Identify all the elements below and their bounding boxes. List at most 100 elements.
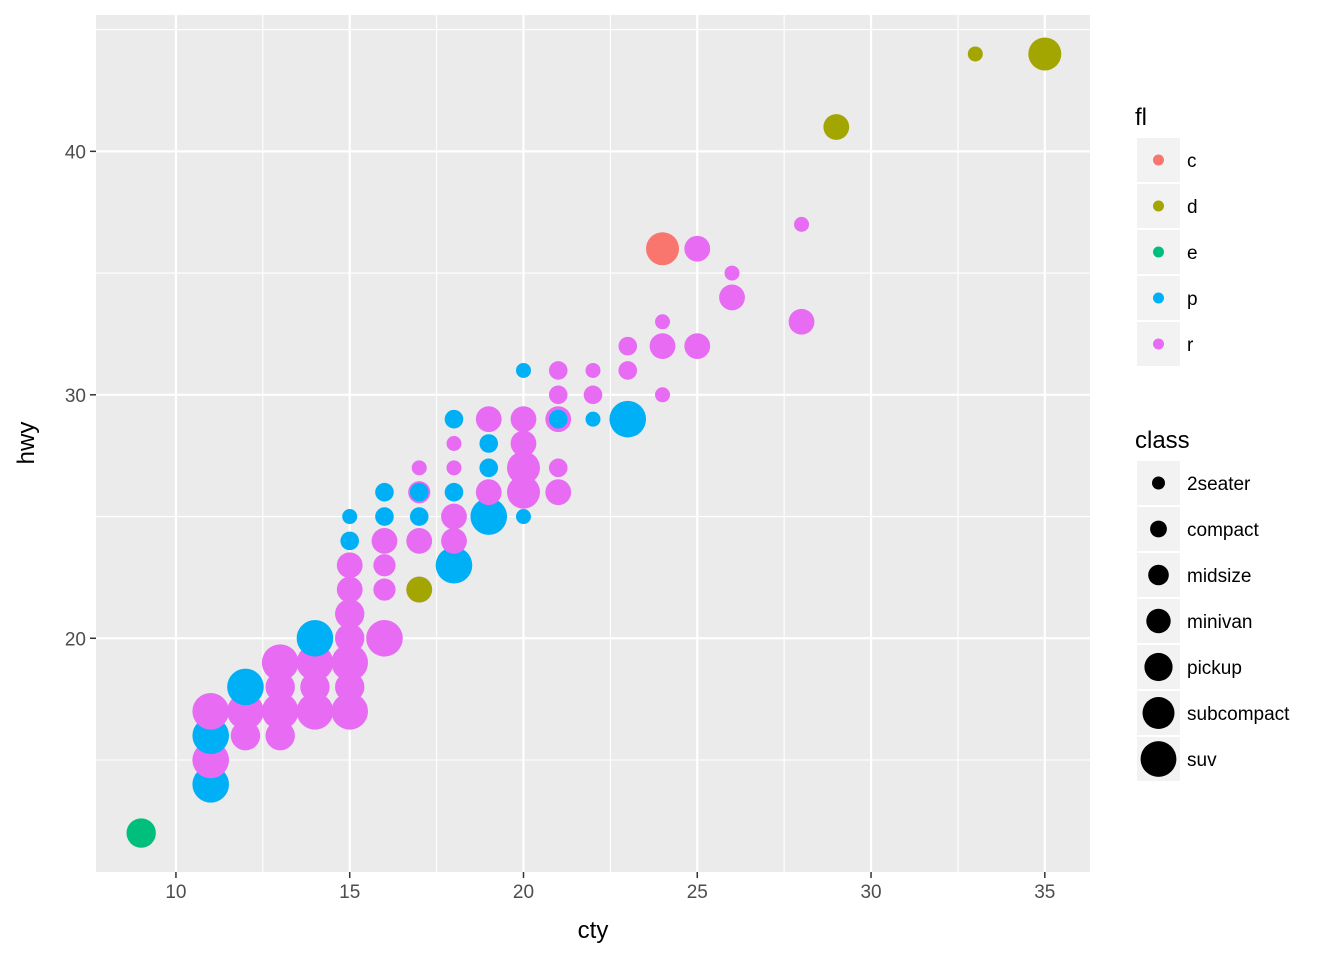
data-point (227, 668, 264, 706)
legend-key-dot (1144, 652, 1173, 682)
data-point (371, 527, 398, 554)
y-tick-label: 40 (65, 142, 86, 163)
plot-panel (96, 15, 1090, 872)
data-point (506, 451, 540, 485)
data-point (375, 482, 394, 502)
color-legend: fl c d e p r (1135, 104, 1198, 366)
x-tick-label: 20 (513, 882, 534, 903)
data-point (331, 644, 369, 681)
data-point (296, 693, 334, 730)
data-point (340, 531, 360, 551)
data-point (192, 693, 229, 730)
data-points (126, 37, 1062, 848)
data-point (585, 411, 601, 427)
legend-label: e (1187, 243, 1198, 264)
data-point (446, 436, 462, 451)
data-point (300, 672, 330, 702)
data-point (261, 693, 299, 730)
legend-label: p (1187, 289, 1198, 310)
data-point (1028, 37, 1062, 71)
data-point (335, 623, 365, 653)
y-axis: 20 30 40 (65, 142, 96, 650)
data-point (409, 507, 429, 526)
data-point (373, 554, 396, 577)
data-point (435, 546, 473, 584)
data-point (336, 552, 363, 579)
y-tick-label: 20 (65, 629, 86, 650)
data-point (545, 479, 572, 506)
data-point (444, 409, 464, 429)
data-point (406, 527, 433, 554)
data-point (794, 216, 810, 232)
data-point (510, 406, 537, 433)
data-point (444, 482, 464, 502)
legend-label: suv (1187, 750, 1217, 771)
data-point (366, 619, 403, 657)
data-point (506, 475, 540, 509)
data-point (411, 460, 427, 476)
data-point (373, 578, 396, 601)
data-point (265, 720, 295, 751)
data-point (585, 362, 601, 378)
data-point (649, 333, 676, 360)
x-axis-title: cty (578, 917, 609, 944)
data-point (684, 235, 711, 262)
data-point (441, 527, 467, 554)
data-point (475, 406, 502, 433)
data-point (479, 434, 499, 453)
data-point (336, 576, 363, 603)
size-legend: class 2seater compact midsize minivan pickup… (1135, 427, 1290, 781)
y-axis-title: hwy (13, 422, 40, 465)
data-point (342, 509, 358, 525)
legend-key-dot (1150, 520, 1167, 538)
data-point (646, 232, 680, 266)
x-tick-label: 15 (339, 882, 360, 903)
legend-key-dot (1146, 608, 1171, 634)
data-point (375, 507, 394, 526)
data-point (470, 498, 508, 535)
data-point (479, 458, 499, 478)
legend-label: c (1187, 151, 1197, 172)
data-point (548, 409, 568, 429)
legend-label: r (1187, 335, 1194, 356)
size-legend-title: class (1135, 427, 1190, 454)
legend-key-dot (1140, 741, 1177, 777)
data-point (335, 672, 365, 702)
data-point (510, 430, 537, 457)
data-point (296, 619, 334, 657)
legend-key-dot (1142, 697, 1175, 729)
legend-key-dot (1152, 476, 1165, 490)
legend-key-dot (1153, 200, 1164, 212)
legend-key-dot (1148, 564, 1169, 586)
legend-key-dot (1153, 292, 1164, 304)
color-legend-title: fl (1135, 104, 1147, 131)
data-point (446, 460, 462, 476)
data-point (126, 818, 156, 848)
data-point (967, 46, 983, 62)
data-point (724, 265, 740, 281)
x-tick-label: 35 (1034, 882, 1055, 903)
data-point (823, 114, 850, 140)
legend-key-dot (1153, 246, 1164, 258)
data-point (655, 314, 671, 330)
data-point (265, 672, 295, 702)
legend-label: d (1187, 197, 1198, 218)
data-point (548, 458, 568, 478)
data-point (618, 361, 638, 380)
data-point (335, 599, 365, 629)
data-point (331, 693, 369, 730)
x-axis: 10 15 20 25 30 35 (165, 872, 1055, 903)
legend-label: pickup (1187, 658, 1242, 679)
data-point (583, 385, 603, 405)
y-tick-label: 30 (65, 386, 86, 407)
data-point (475, 479, 502, 506)
legend-label: compact (1187, 520, 1260, 541)
data-point (618, 336, 638, 356)
x-tick-label: 25 (687, 882, 708, 903)
x-tick-label: 30 (860, 882, 881, 903)
legend-key-dot (1153, 338, 1164, 350)
data-point (230, 720, 261, 751)
data-point (684, 333, 711, 360)
data-point (406, 576, 433, 603)
